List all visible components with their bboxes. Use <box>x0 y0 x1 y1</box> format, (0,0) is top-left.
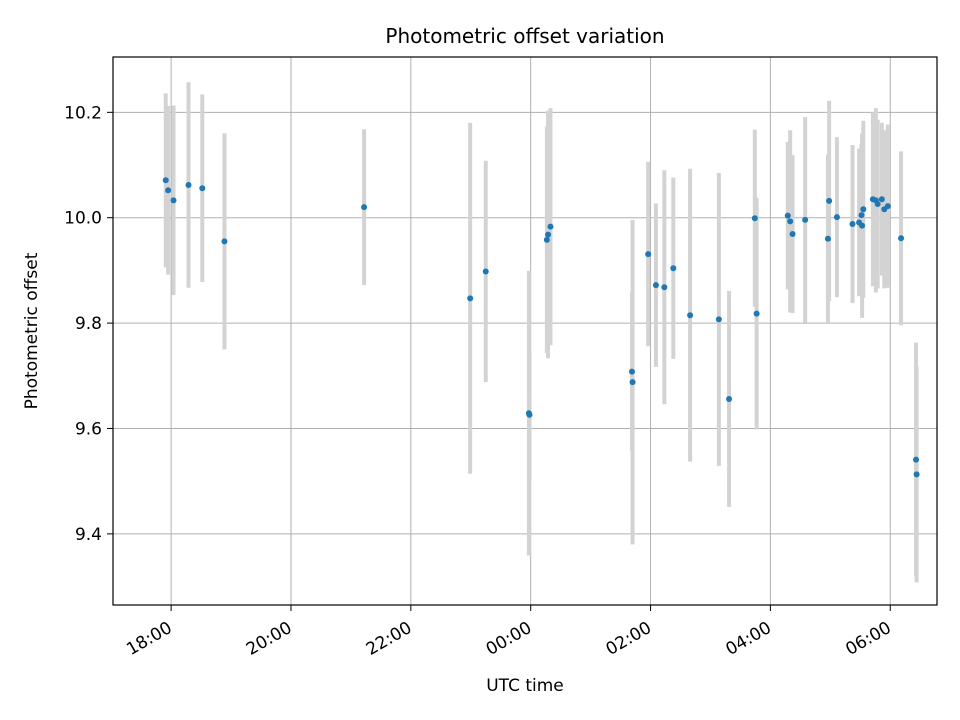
data-point <box>789 231 796 238</box>
data-point <box>199 185 206 192</box>
data-point <box>753 310 760 317</box>
data-point <box>874 201 881 208</box>
y-tick-label: 9.8 <box>75 314 102 334</box>
data-point <box>826 197 833 204</box>
y-tick-label: 9.6 <box>75 419 102 439</box>
data-point <box>860 206 867 213</box>
data-point <box>645 251 652 258</box>
point-layer <box>162 177 920 478</box>
data-point <box>628 368 635 375</box>
data-point <box>913 471 920 478</box>
y-tick-label: 9.4 <box>75 525 102 545</box>
x-axis-label: UTC time <box>486 676 564 696</box>
data-point <box>833 214 840 221</box>
data-point <box>849 221 856 228</box>
y-tick-label: 10.2 <box>64 103 102 123</box>
data-point <box>170 197 177 204</box>
data-point <box>784 212 791 219</box>
data-point <box>878 196 885 203</box>
data-point <box>661 284 668 291</box>
data-point <box>547 223 554 230</box>
chart-title: Photometric offset variation <box>385 24 664 48</box>
data-point <box>185 182 192 189</box>
data-point <box>726 395 733 402</box>
data-point <box>751 215 758 222</box>
data-point <box>670 265 677 272</box>
data-point <box>787 218 794 225</box>
grid-layer <box>113 57 937 605</box>
data-point <box>858 212 865 219</box>
data-point <box>165 187 172 194</box>
data-point <box>913 456 920 463</box>
y-tick-label: 10.0 <box>64 209 102 229</box>
data-point <box>467 295 474 302</box>
y-axis-ticks: 9.4 9.6 9.8 10.0 10.2 <box>64 103 113 545</box>
plot-frame <box>112 56 938 606</box>
data-point <box>898 235 905 242</box>
data-point <box>824 235 831 242</box>
data-point <box>482 268 489 275</box>
data-point <box>361 204 368 211</box>
data-point <box>802 216 809 223</box>
data-point <box>859 222 866 229</box>
data-point <box>687 312 694 319</box>
data-point <box>545 231 552 238</box>
data-point <box>629 379 636 386</box>
y-axis-label: Photometric offset <box>22 252 42 409</box>
data-point <box>652 282 659 289</box>
data-point <box>221 238 228 245</box>
data-point <box>884 203 891 210</box>
data-point <box>162 177 169 184</box>
data-point <box>526 411 533 418</box>
data-point <box>715 316 722 323</box>
data-point <box>543 236 550 243</box>
